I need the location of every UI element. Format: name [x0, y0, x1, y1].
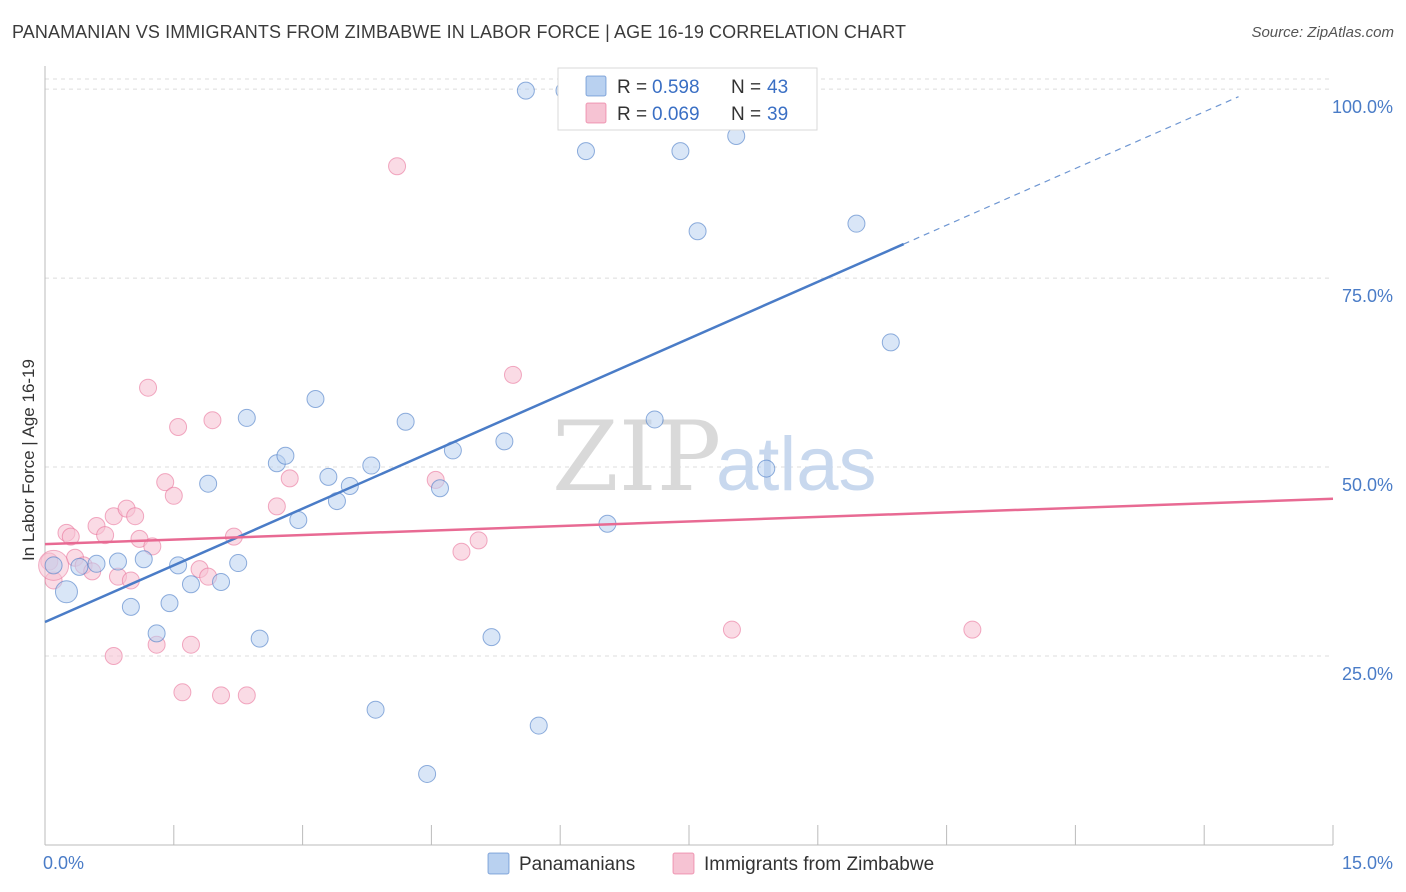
y-axis-label: In Labor Force | Age 16-19 [19, 359, 38, 561]
axes: 0.0% 15.0% [43, 66, 1393, 873]
x-tick-label-min: 0.0% [43, 853, 84, 873]
panamanian-point [181, 575, 200, 594]
panamanian-point [121, 597, 140, 616]
zimbabwe-point [452, 542, 471, 561]
zimbabwe-point [173, 683, 192, 702]
panamanian-point [576, 142, 595, 161]
zimbabwe-point [237, 686, 256, 705]
legend-r-label-1: R = [617, 104, 647, 125]
legend-r-label-0: R = [617, 77, 647, 98]
panamanian-point [306, 390, 325, 409]
zimbabwe-point [96, 526, 115, 545]
panamanian-point [229, 554, 248, 573]
watermark-atlas: atlas [716, 422, 877, 507]
panamanian-point [366, 700, 385, 719]
bottom-legend-label-zimbabwe: Immigrants from Zimbabwe [704, 854, 934, 875]
panamanian-point [160, 594, 179, 613]
legend-n-value-1: 39 [767, 104, 788, 125]
panamanian-point [645, 410, 664, 429]
zimbabwe-point [212, 686, 231, 705]
zimbabwe-point [388, 157, 407, 176]
watermark: ZIP atlas [552, 401, 877, 513]
y-tick-label-100: 100.0% [1332, 97, 1393, 117]
panamanian-point [482, 628, 501, 647]
zimbabwe-point [169, 417, 188, 436]
panamanian-point [54, 580, 78, 604]
gridlines: 25.0% 50.0% 75.0% 100.0% [45, 78, 1393, 684]
panamanian-point [319, 467, 338, 486]
panamanian-point [495, 432, 514, 451]
bottom-legend-swatch-zimbabwe [672, 852, 695, 875]
panamanian-point [70, 557, 89, 576]
y-tick-label-50: 50.0% [1342, 475, 1393, 495]
zimbabwe-trend-line [44, 497, 1334, 546]
zimbabwe-point [104, 647, 123, 666]
panamanian-point [881, 333, 900, 352]
zimbabwe-point [61, 527, 80, 546]
zimbabwe-point [280, 469, 299, 488]
panamanian-point [847, 214, 866, 233]
x-tick-label-max: 15.0% [1342, 853, 1393, 873]
panamanian-point [529, 716, 548, 735]
zimbabwe-point [503, 365, 522, 384]
legend-swatch-1 [585, 102, 607, 124]
watermark-zip: ZIP [552, 401, 721, 513]
panamanian-point [688, 222, 707, 241]
legend-r-value-1: 0.069 [652, 104, 700, 125]
legend-r-value-0: 0.598 [652, 77, 700, 98]
zimbabwe-point [267, 497, 286, 516]
panamanian-point [396, 412, 415, 431]
bottom-legend: Panamanians Immigrants from Zimbabwe [487, 852, 934, 875]
panamanian-point [44, 556, 63, 575]
zimbabwe-point [126, 507, 145, 526]
bottom-legend-label-panamanians: Panamanians [519, 854, 635, 875]
panamanian-point [212, 572, 231, 591]
zimbabwe-point [722, 620, 741, 639]
panamanian-point [671, 142, 690, 161]
panamanian-point [147, 624, 166, 643]
panamanian-point [250, 629, 269, 648]
source-credit: Source: ZipAtlas.com [1251, 24, 1394, 41]
panamanian-point [516, 81, 535, 100]
panamanian-point [134, 550, 153, 569]
panamanian-point [757, 459, 776, 478]
panamanian-point [418, 764, 437, 783]
zimbabwe-point [156, 473, 175, 492]
y-axis-label-group: In Labor Force | Age 16-19 [19, 359, 38, 561]
zimbabwe-point [181, 635, 200, 654]
zimbabwe-point [139, 378, 158, 397]
panamanians-trend-extension [903, 96, 1239, 245]
trend-lines [44, 96, 1334, 624]
bottom-legend-swatch-panamanians [487, 852, 510, 875]
chart-title: PANAMANIAN VS IMMIGRANTS FROM ZIMBABWE I… [12, 22, 907, 42]
panamanian-point [430, 479, 449, 498]
panamanian-point [108, 552, 127, 571]
legend: R = 0.598 N = 43 R = 0.069 N = 39 [557, 67, 818, 131]
series-panamanians-points [44, 81, 900, 783]
panamanians-trend-line [44, 242, 905, 624]
panamanian-point [199, 474, 218, 493]
y-tick-label-25: 25.0% [1342, 664, 1393, 684]
y-tick-label-75: 75.0% [1342, 286, 1393, 306]
zimbabwe-point [203, 411, 222, 430]
legend-n-label-0: N = [731, 77, 761, 98]
legend-swatch-0 [585, 75, 607, 97]
zimbabwe-point [143, 537, 162, 556]
legend-n-label-1: N = [731, 104, 761, 125]
panamanian-point [362, 456, 381, 475]
panamanian-point [237, 408, 256, 427]
zimbabwe-point [164, 486, 183, 505]
zimbabwe-point [469, 531, 488, 550]
panamanian-point [87, 554, 106, 573]
panamanian-point [276, 446, 295, 465]
zimbabwe-point [963, 620, 982, 639]
legend-n-value-0: 43 [767, 77, 788, 98]
